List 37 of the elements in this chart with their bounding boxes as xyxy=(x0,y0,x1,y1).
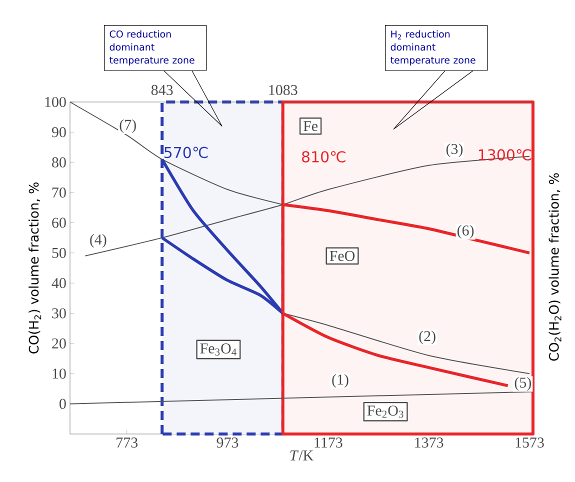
x-tick-label: 773 xyxy=(116,438,138,448)
x2-tick-label: 843 xyxy=(151,84,173,96)
annotation: 810℃ xyxy=(302,151,346,162)
y-tick-label: 80 xyxy=(52,157,66,168)
y-tick-label: 50 xyxy=(52,248,66,258)
text: H$_{2}$ reduction dominant temperature zone xyxy=(390,30,476,66)
annotation: (4) xyxy=(90,234,106,248)
x-tick-label: 1573 xyxy=(516,438,544,448)
x2-tick-label: 1083 xyxy=(269,84,298,96)
annotation: Fe$_{2}$O$_{3}$ xyxy=(367,406,404,418)
annotation: (7) xyxy=(120,119,136,133)
y-tick-label: 70 xyxy=(52,187,66,198)
x-tick-label: 973 xyxy=(216,438,238,448)
x-tick-label: 1373 xyxy=(415,438,444,448)
annotation: Fe$_{3}$O$_{4}$ xyxy=(200,343,236,356)
annotation: (5) xyxy=(514,377,532,391)
annotation: 1300℃ xyxy=(478,149,532,160)
annotation: (3) xyxy=(446,144,463,158)
y-tick-label: 100 xyxy=(45,96,66,108)
y-tick-label: 20 xyxy=(52,338,66,349)
y-tick-label: 40 xyxy=(52,278,66,288)
x-axis-title: T/K xyxy=(290,450,314,461)
annotation: (1) xyxy=(332,374,348,388)
annotation: (6) xyxy=(457,224,474,239)
y-tick-label: 60 xyxy=(52,218,66,228)
y2-axis-title: CO$_{2}$(H$_{2}$O) volume fraction, % xyxy=(548,173,562,361)
annotation: (2) xyxy=(419,330,436,344)
y-tick-label: 90 xyxy=(52,127,66,138)
y-tick-label: 30 xyxy=(52,308,66,318)
x-tick-label: 1173 xyxy=(314,438,342,448)
y-axis-title: CO(H$_{2}$) volume fraction, % xyxy=(28,182,42,354)
y-tick-label: 0 xyxy=(60,398,66,409)
text: CO reduction dominant temperature zone xyxy=(110,30,194,66)
annotation: Fe xyxy=(303,121,318,132)
y-tick-label: 10 xyxy=(52,368,66,379)
annotation: FeO xyxy=(330,250,355,261)
annotation: 570℃ xyxy=(164,146,208,158)
